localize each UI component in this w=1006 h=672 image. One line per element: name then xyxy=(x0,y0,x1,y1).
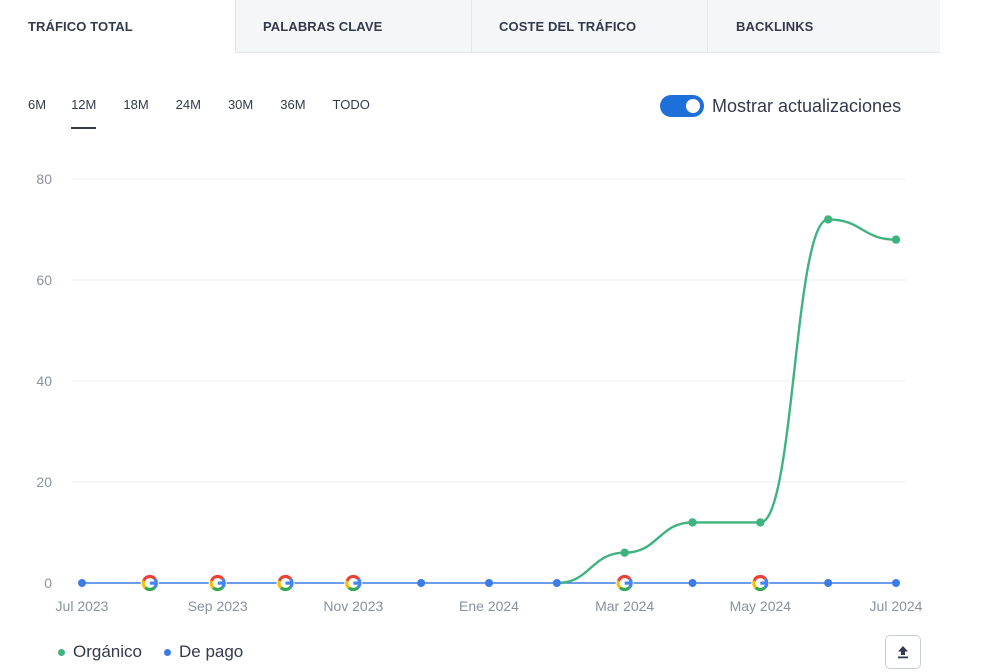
show-updates-control: Mostrar actualizaciones xyxy=(660,95,901,117)
tab-bar: TRÁFICO TOTAL PALABRAS CLAVE COSTE DEL T… xyxy=(0,0,940,53)
x-tick-label: Ene 2024 xyxy=(459,598,519,614)
google-update-icon[interactable] xyxy=(344,574,363,592)
google-update-icon[interactable] xyxy=(276,574,295,592)
x-tick-label: May 2024 xyxy=(730,598,792,614)
data-point-paid xyxy=(688,579,697,587)
x-tick-label: Nov 2023 xyxy=(323,598,383,614)
x-tick-label: Mar 2024 xyxy=(595,598,654,614)
legend-item-organic[interactable]: Orgánico xyxy=(58,642,142,662)
tab-label: PALABRAS CLAVE xyxy=(263,18,383,34)
data-point-paid xyxy=(552,579,561,587)
range-30m[interactable]: 30M xyxy=(227,97,254,112)
x-tick-label: Jul 2023 xyxy=(56,598,109,614)
show-updates-label: Mostrar actualizaciones xyxy=(712,95,902,116)
data-point-organic xyxy=(620,548,629,557)
export-button[interactable] xyxy=(885,635,921,669)
google-update-icon[interactable] xyxy=(615,574,634,592)
range-12m[interactable]: 12M xyxy=(71,97,97,129)
tab-label: BACKLINKS xyxy=(736,18,814,34)
y-tick-label: 40 xyxy=(36,373,52,389)
chart-legend: Orgánico De pago xyxy=(58,642,243,662)
tab-coste-del-trafico[interactable]: COSTE DEL TRÁFICO xyxy=(472,0,708,52)
data-point-paid xyxy=(892,579,900,587)
y-tick-label: 80 xyxy=(36,171,52,187)
traffic-chart: 0 20 40 60 80 Jul 2023 Sep 2023 Nov 2023 Ene 202… xyxy=(36,171,923,614)
show-updates-toggle[interactable] xyxy=(660,95,704,117)
y-tick-label: 20 xyxy=(36,474,52,490)
google-update-icon[interactable] xyxy=(751,574,770,592)
data-point-paid xyxy=(485,579,493,587)
tab-label: COSTE DEL TRÁFICO xyxy=(499,18,637,34)
data-point-organic xyxy=(891,235,901,244)
y-tick-label: 0 xyxy=(44,575,52,591)
legend-label-organic: Orgánico xyxy=(73,642,142,661)
range-6m[interactable]: 6M xyxy=(28,97,47,112)
range-36m[interactable]: 36M xyxy=(280,97,306,112)
google-update-icon[interactable] xyxy=(140,574,159,592)
upload-icon xyxy=(898,646,908,659)
date-range-selector: 6M 12M 18M 24M 30M 36M TODO xyxy=(28,97,370,129)
range-18m[interactable]: 18M xyxy=(123,97,149,112)
tab-label: TRÁFICO TOTAL xyxy=(28,19,133,34)
series-line-organic xyxy=(556,218,897,585)
legend-dot-organic xyxy=(58,648,65,656)
legend-dot-paid xyxy=(163,648,171,656)
x-tick-label: Sep 2023 xyxy=(188,598,248,614)
tab-backlinks[interactable]: BACKLINKS xyxy=(708,0,940,52)
data-point-organic xyxy=(688,518,697,527)
toggle-knob xyxy=(686,99,700,113)
legend-label-paid: De pago xyxy=(178,642,244,661)
tab-trafico-total[interactable]: TRÁFICO TOTAL xyxy=(0,0,236,53)
tab-palabras-clave[interactable]: PALABRAS CLAVE xyxy=(236,0,472,52)
range-todo[interactable]: TODO xyxy=(332,97,370,112)
data-point-paid xyxy=(78,579,86,587)
legend-item-paid[interactable]: De pago xyxy=(163,642,244,662)
x-tick-label: Jul 2024 xyxy=(870,598,923,614)
data-point-organic xyxy=(756,518,765,527)
data-point-paid xyxy=(417,579,426,587)
y-tick-label: 60 xyxy=(36,272,52,288)
data-point-paid xyxy=(824,579,833,587)
range-24m[interactable]: 24M xyxy=(175,97,201,112)
data-point-organic xyxy=(823,215,833,224)
google-update-icon[interactable] xyxy=(208,574,227,592)
